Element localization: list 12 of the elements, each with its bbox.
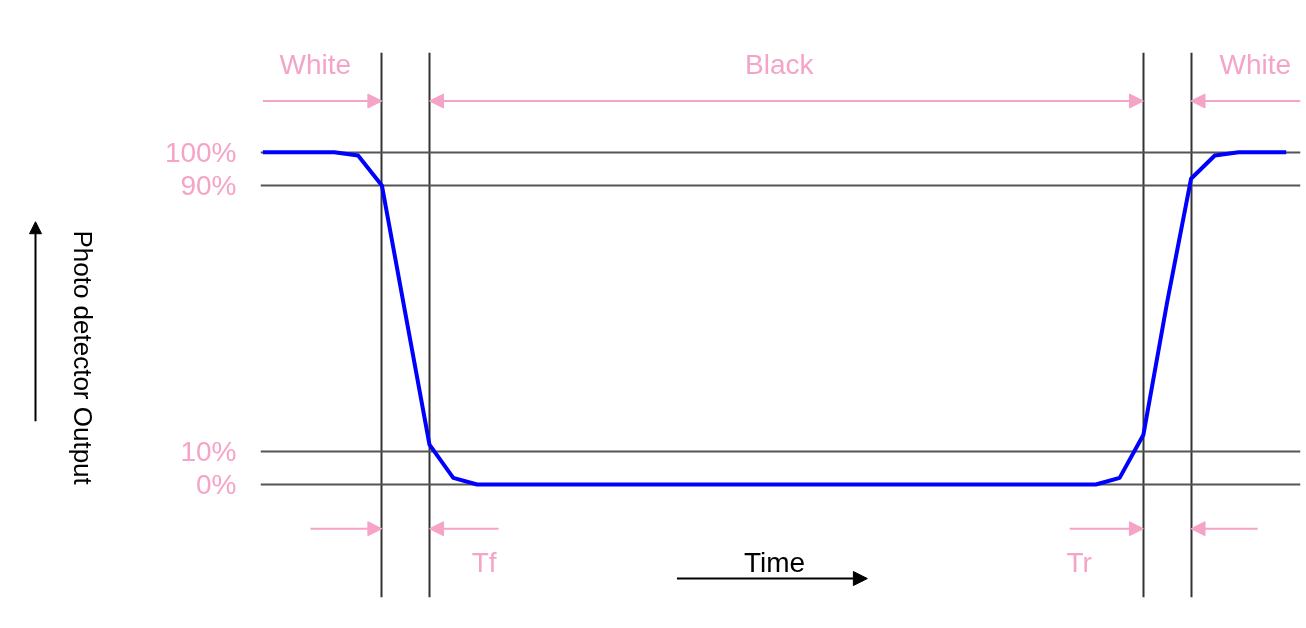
y-tick-label: 90% xyxy=(180,169,237,201)
line-series xyxy=(260,150,1289,487)
y-tick-label: 0% xyxy=(196,469,237,501)
y-tick-label: 100% xyxy=(164,136,237,168)
y-axis-title: Photo detector Output xyxy=(67,230,98,486)
annotation: Black xyxy=(745,48,815,80)
annotation: White xyxy=(279,48,352,80)
annotation: Tr xyxy=(1066,547,1092,579)
annotation: White xyxy=(1219,48,1292,80)
y-tick-label: 10% xyxy=(180,435,237,467)
annotation: Time xyxy=(743,547,806,579)
annotation: Tf xyxy=(471,547,497,579)
